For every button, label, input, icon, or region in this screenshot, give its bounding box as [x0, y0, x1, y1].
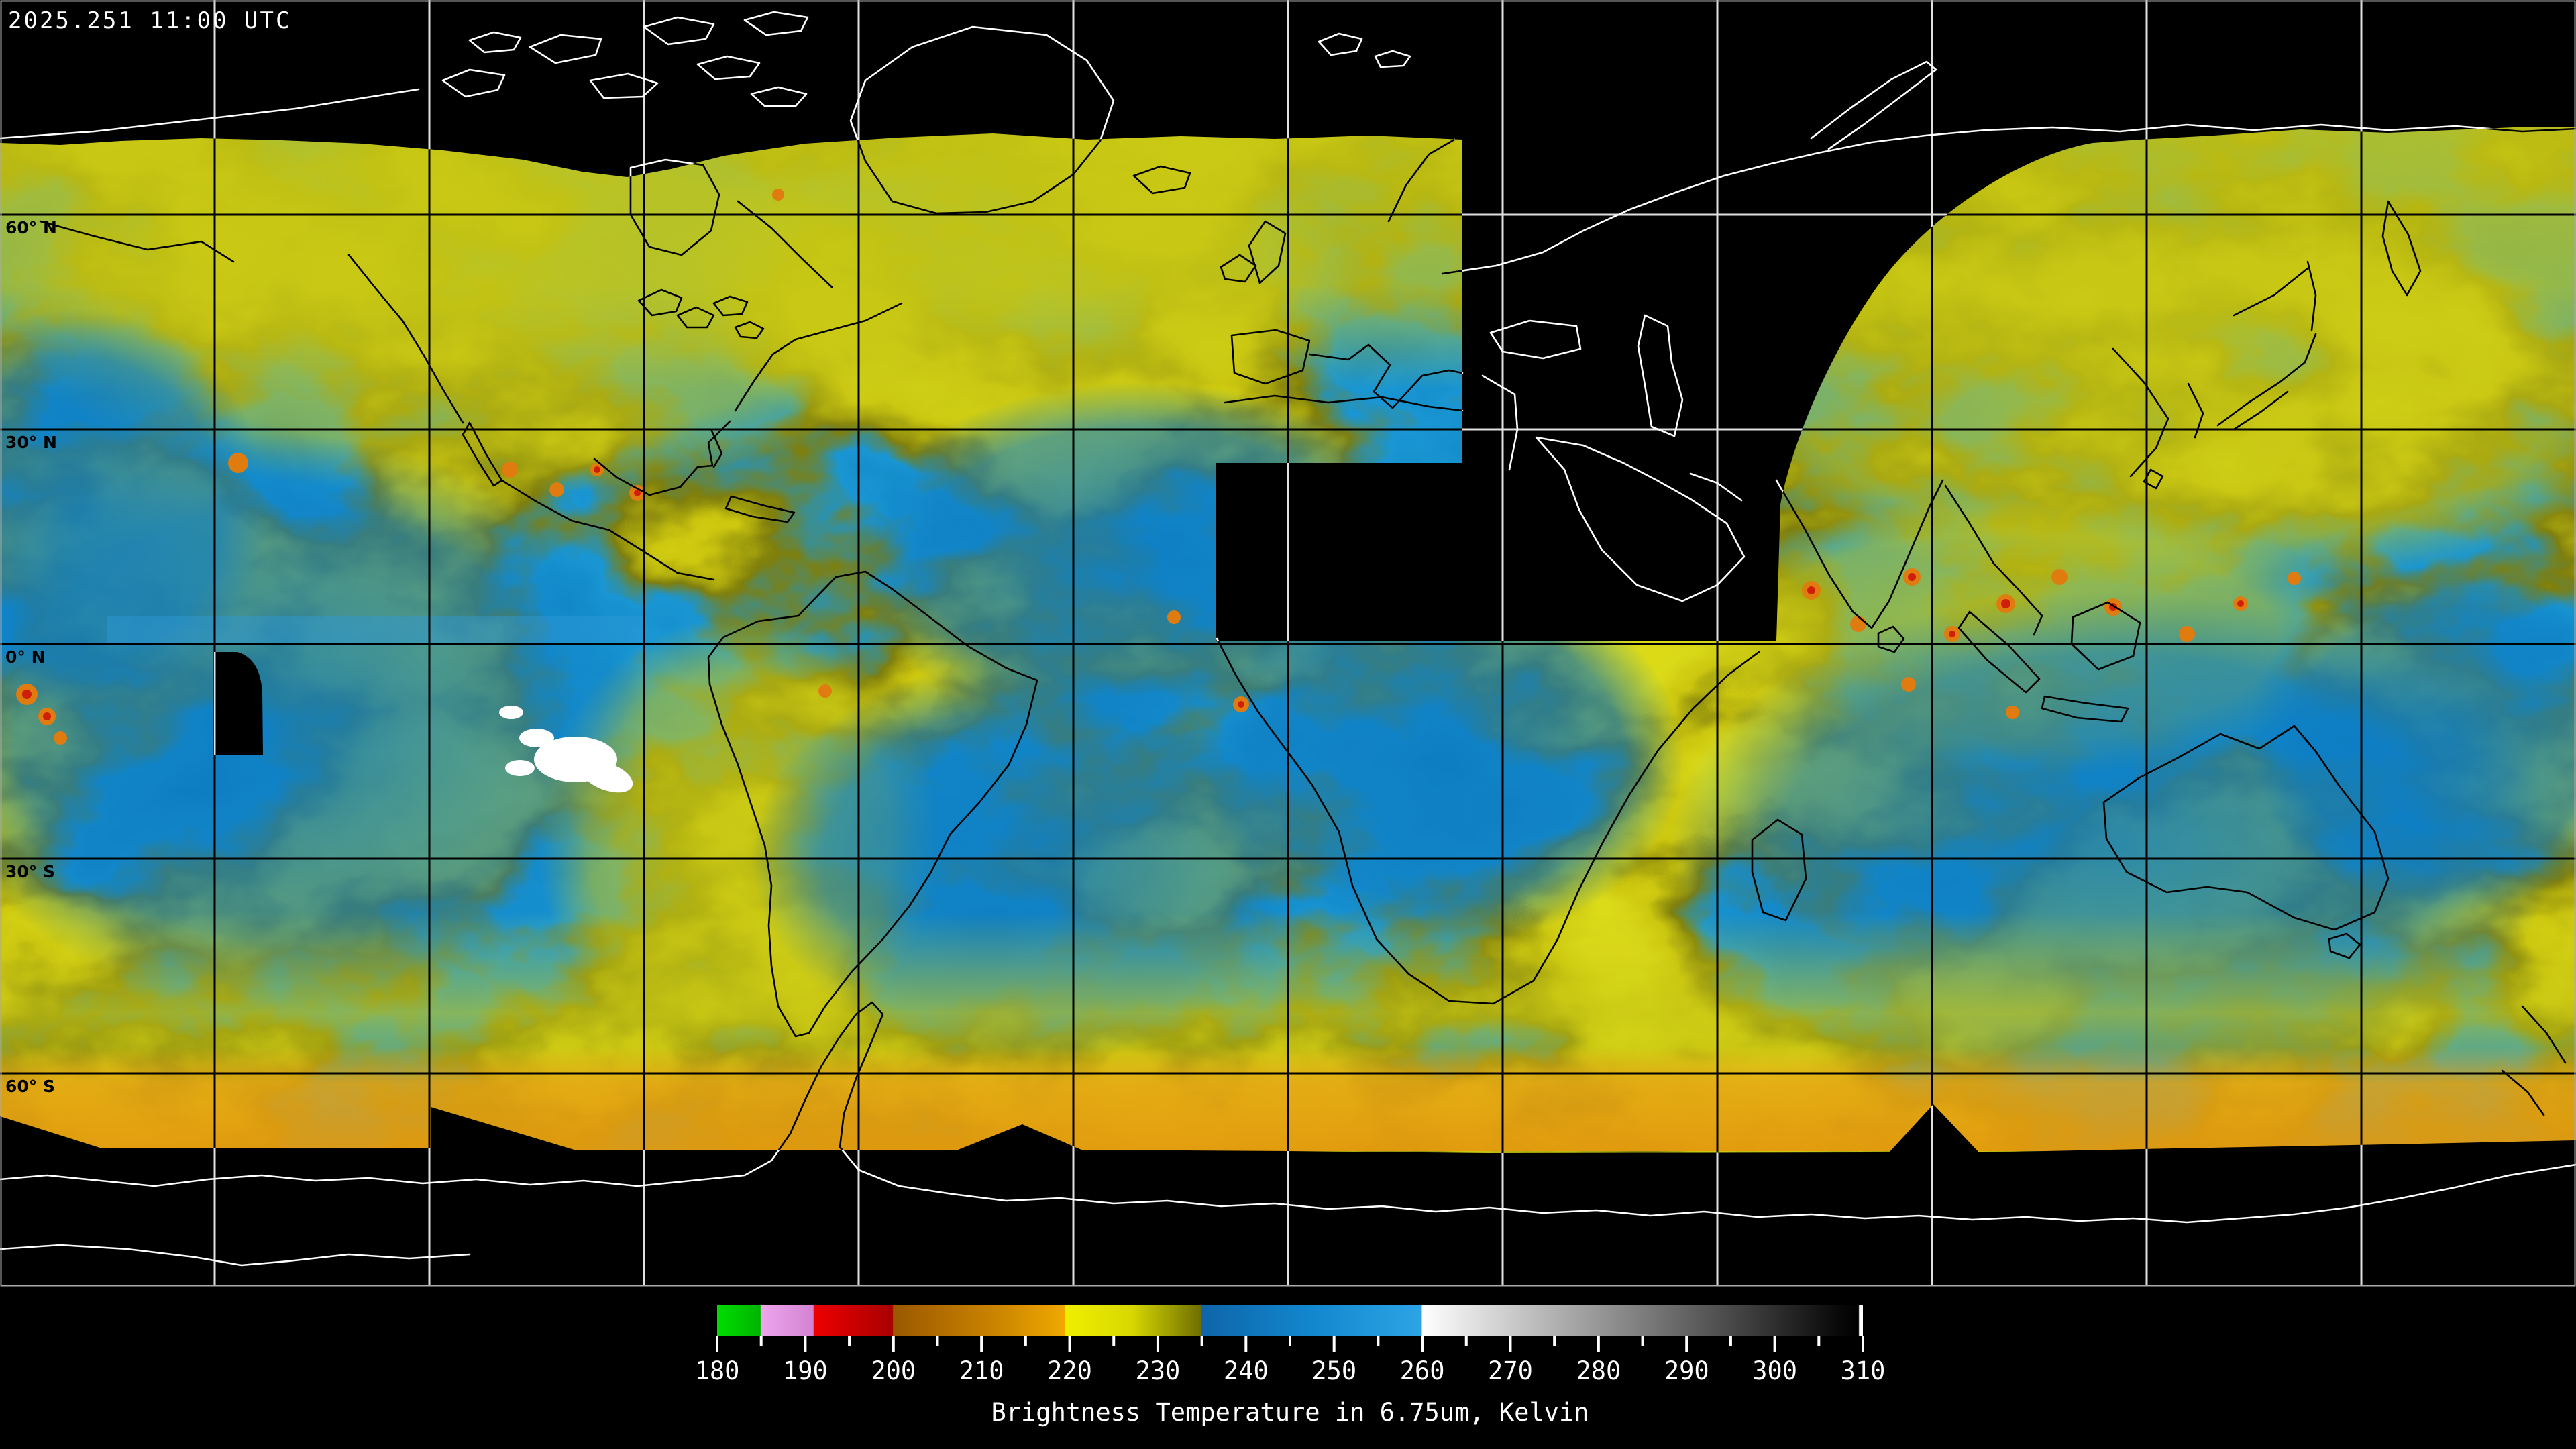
convection-specks — [16, 189, 2301, 745]
colorbar-tick-label: 240 — [1224, 1356, 1269, 1385]
latitude-label: 60° S — [5, 1077, 55, 1096]
latitude-label: 30° S — [5, 862, 55, 881]
colorbar-ticks — [716, 1336, 1864, 1352]
colorbar-scale — [717, 1305, 1863, 1336]
satellite-stitch-seam — [107, 616, 644, 643]
latitude-label: 0° N — [5, 647, 46, 667]
colorbar-tick-label: 260 — [1400, 1356, 1445, 1385]
latitude-label: 30° N — [5, 433, 57, 452]
colorbar-tick-label: 190 — [783, 1356, 828, 1385]
timestamp-label: 2025.251 11:00 UTC — [8, 7, 291, 34]
colorbar-tick-label: 220 — [1047, 1356, 1092, 1385]
colorbar-tick-label: 250 — [1311, 1356, 1356, 1385]
colorbar-tick-label: 300 — [1752, 1356, 1797, 1385]
colorbar: 180 190 200 210 220 230 240 250 260 270 280 290 300 3… — [695, 1305, 1886, 1427]
colorbar-tick-label: 290 — [1664, 1356, 1709, 1385]
latitude-labels: 60° N 30° N 0° N 30° S 60° S — [5, 218, 57, 1096]
colorbar-tick-label: 180 — [695, 1356, 740, 1385]
gridlines-on-data — [0, 0, 2576, 1285]
white-cloud-blobs — [499, 706, 633, 793]
colorbar-tick-label: 200 — [871, 1356, 916, 1385]
map-frame — [0, 0, 2576, 1287]
colorbar-tick-label: 270 — [1488, 1356, 1533, 1385]
colorbar-tick-label: 210 — [959, 1356, 1004, 1385]
gridline-set — [0, 0, 2576, 1285]
colorbar-tick-label: 280 — [1576, 1356, 1621, 1385]
latitude-label: 60° N — [5, 218, 57, 237]
colorbar-tick-label: 310 — [1841, 1356, 1886, 1385]
colorbar-caption: Brightness Temperature in 6.75um, Kelvin — [991, 1398, 1589, 1427]
colorbar-tick-label: 230 — [1136, 1356, 1181, 1385]
